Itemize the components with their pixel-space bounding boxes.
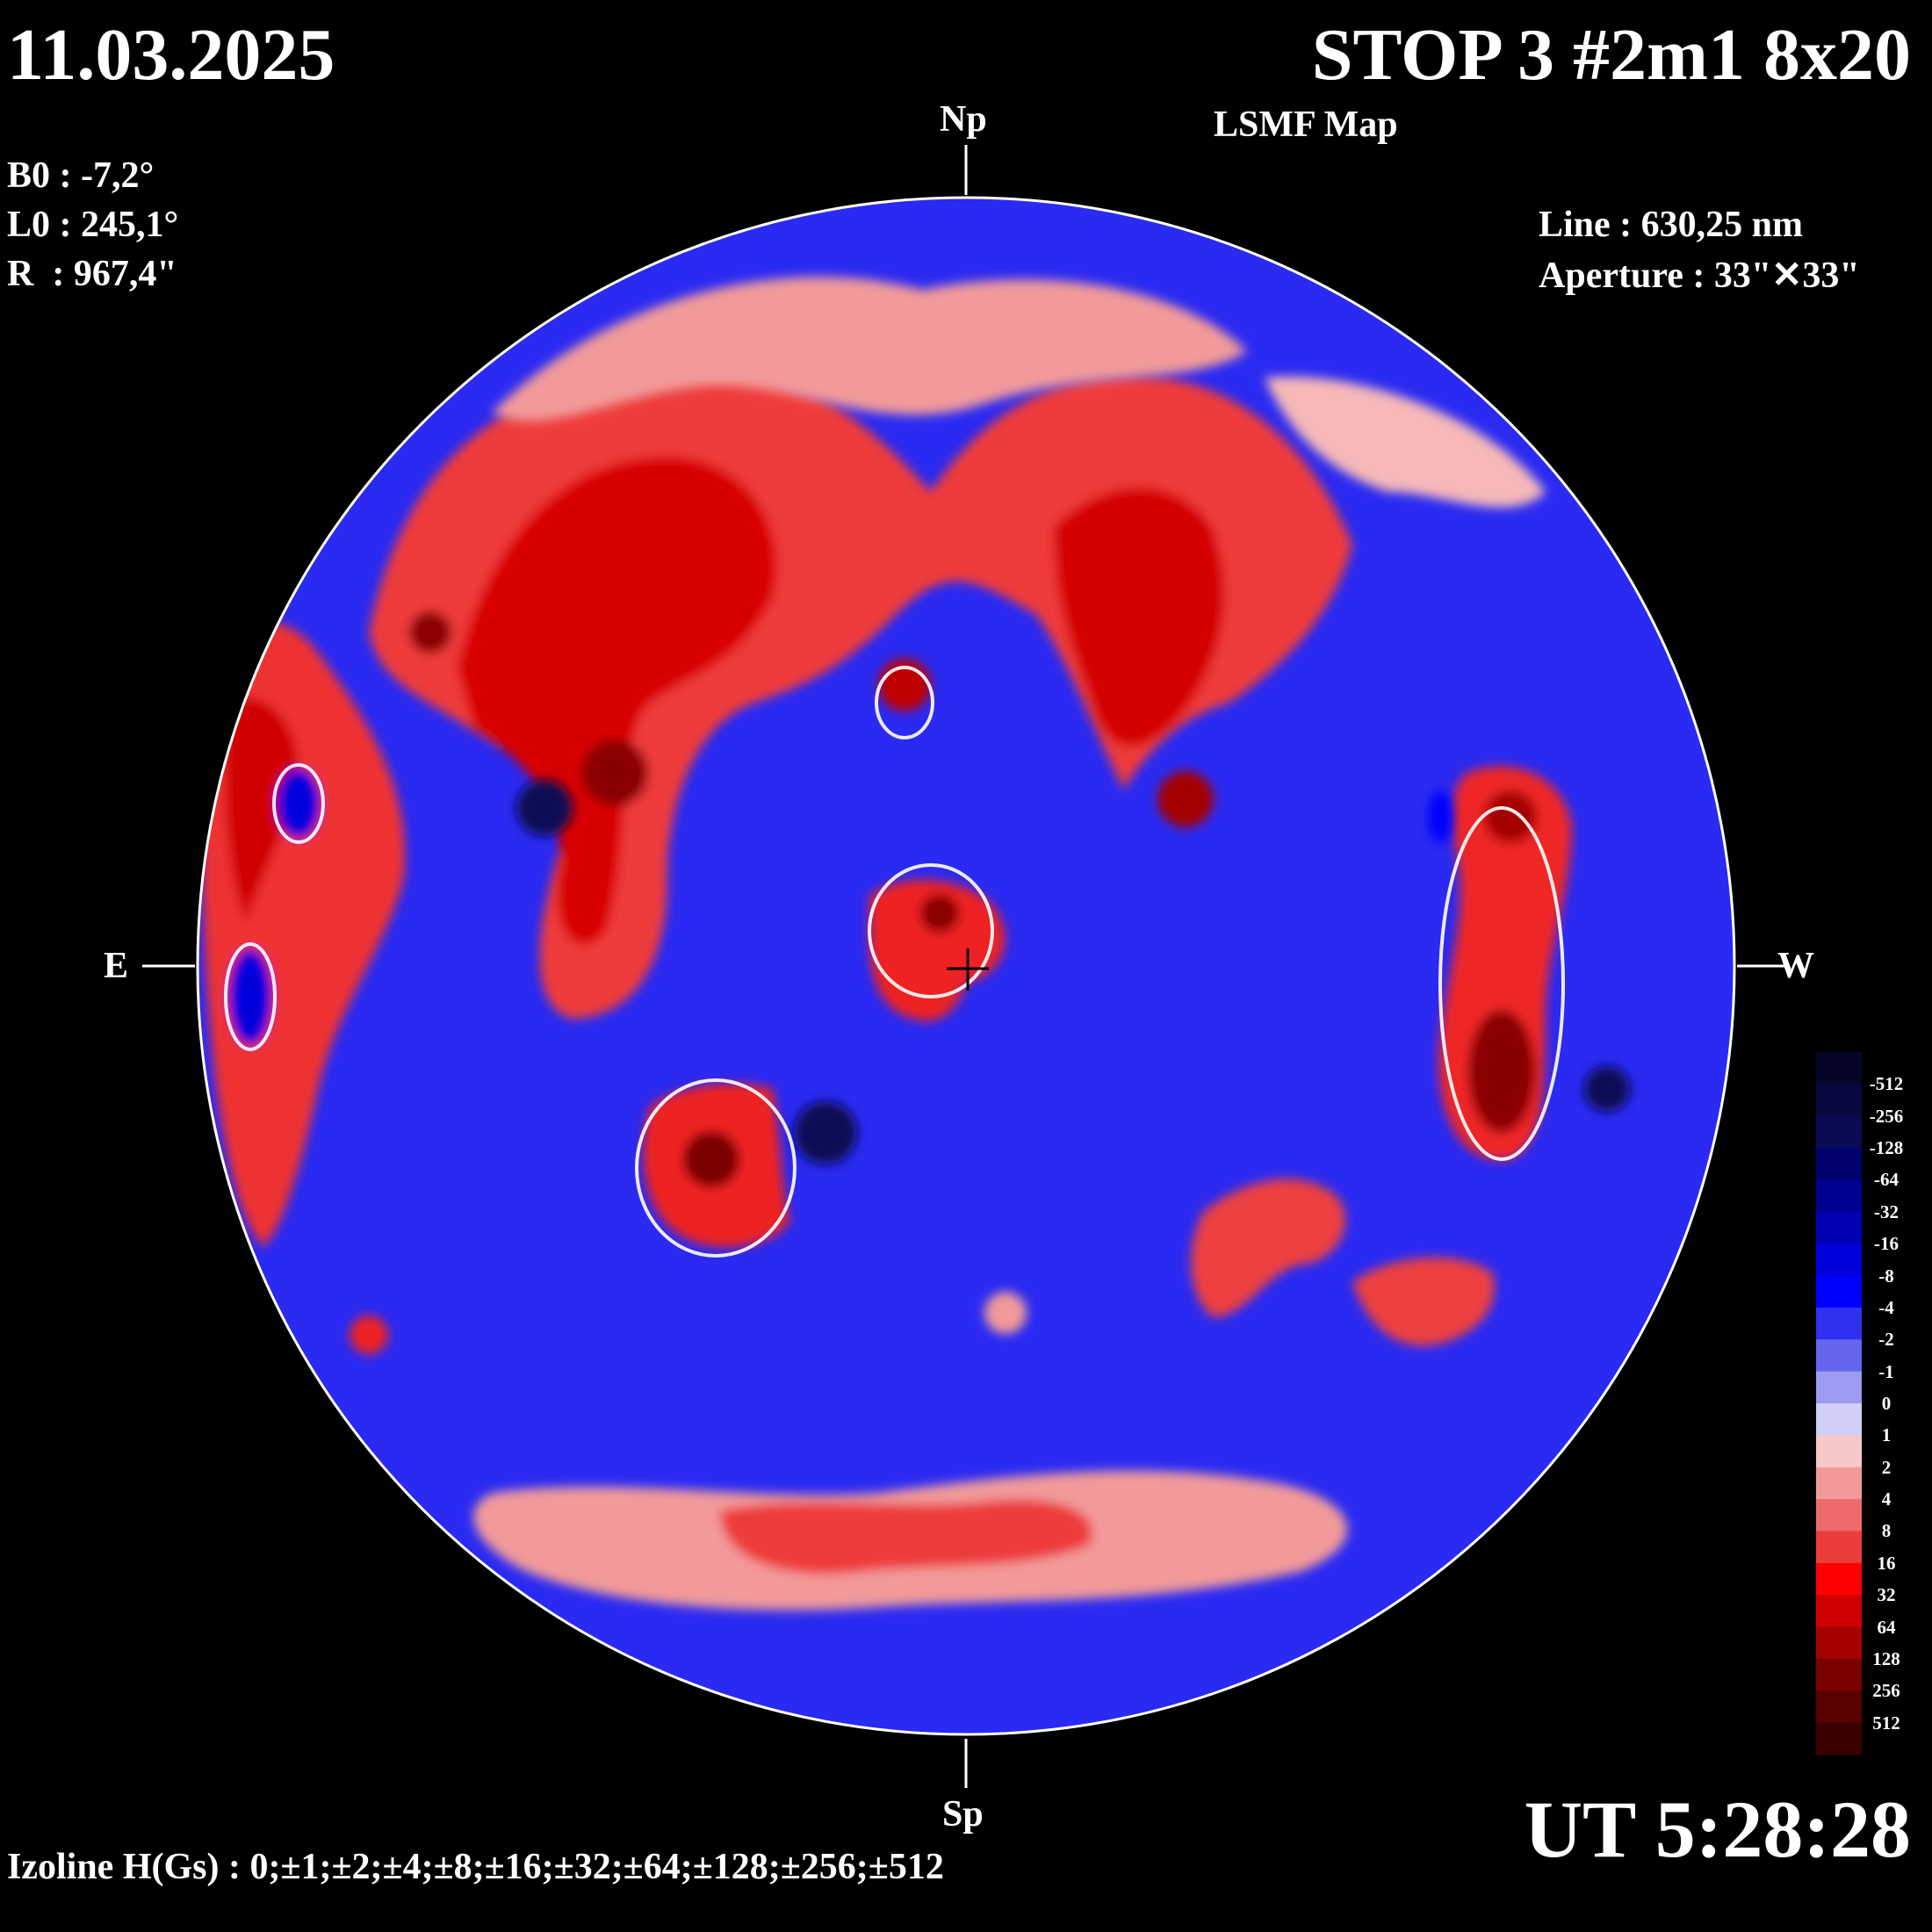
colorbar-swatch (1816, 1562, 1862, 1596)
colorbar-swatch (1816, 1084, 1862, 1117)
colorbar-swatch (1816, 1211, 1862, 1244)
colorbar-swatch (1816, 1052, 1862, 1085)
colorbar-label: -128 (1869, 1137, 1904, 1159)
east-label: E (104, 946, 129, 986)
colorbar-label: 2 (1881, 1456, 1892, 1478)
colorbar-swatch (1816, 1531, 1862, 1564)
colorbar-swatch (1816, 1626, 1862, 1660)
param-r: R : 967,4" (7, 254, 177, 294)
colorbar-swatch (1816, 1722, 1862, 1755)
axis-ticks (142, 145, 1786, 1788)
colorbar-label: 0 (1881, 1393, 1892, 1414)
colorbar-swatch (1816, 1339, 1862, 1373)
colorbar-label: -8 (1878, 1265, 1894, 1287)
colorbar-swatch (1816, 1658, 1862, 1691)
colorbar-label: -64 (1874, 1169, 1899, 1191)
param-l0: L0 : 245,1° (7, 205, 179, 245)
aperture: Aperture : 33"✕33" (1539, 256, 1860, 296)
colorbar-label: -1 (1878, 1360, 1894, 1382)
colorbar-swatch (1816, 1371, 1862, 1404)
colorbar-label: -4 (1878, 1296, 1894, 1318)
colorbar-label: 16 (1877, 1552, 1896, 1574)
colorbar-label: -16 (1874, 1233, 1899, 1255)
colorbar-label: -512 (1869, 1073, 1904, 1095)
colorbar-swatch (1816, 1307, 1862, 1340)
colorbar-swatch (1816, 1179, 1862, 1213)
solar-disk (198, 198, 1734, 1734)
colorbar-label: 32 (1877, 1584, 1896, 1606)
izoline-levels: Izoline H(Gs) : 0;±1;±2;±4;±8;±16;±32;±6… (7, 1847, 944, 1887)
map-title: STOP 3 #2m1 8x20 (1311, 14, 1911, 96)
colorbar-swatch (1816, 1499, 1862, 1532)
west-label: W (1777, 946, 1814, 986)
colorbar (1816, 1052, 1862, 1755)
colorbar-swatch (1816, 1148, 1862, 1180)
colorbar-label: -32 (1874, 1200, 1899, 1222)
colorbar-label: 8 (1881, 1520, 1892, 1542)
colorbar-swatch (1816, 1595, 1862, 1628)
colorbar-swatch (1816, 1690, 1862, 1724)
colorbar-swatch (1816, 1244, 1862, 1277)
colorbar-swatch (1816, 1275, 1862, 1308)
map-subtitle: LSMF Map (1214, 105, 1398, 145)
colorbar-swatch (1816, 1403, 1862, 1436)
colorbar-label: 256 (1872, 1680, 1900, 1702)
colorbar-label: 512 (1872, 1712, 1900, 1734)
spectral-line: Line : 630,25 nm (1539, 205, 1804, 245)
colorbar-label: -2 (1878, 1329, 1894, 1351)
colorbar-label: 4 (1881, 1489, 1892, 1510)
colorbar-label: 128 (1872, 1647, 1900, 1669)
center-cross-icon (947, 948, 989, 991)
colorbar-label: 64 (1877, 1616, 1896, 1638)
colorbar-label: -256 (1869, 1105, 1904, 1127)
observation-date: 11.03.2025 (7, 14, 335, 96)
universal-time: UT 5:28:28 (1524, 1784, 1911, 1874)
south-pole-label: Sp (942, 1794, 984, 1835)
colorbar-swatch (1816, 1467, 1862, 1500)
colorbar-swatch (1816, 1435, 1862, 1468)
param-b0: B0 : -7,2° (7, 155, 155, 196)
colorbar-label: 1 (1881, 1424, 1892, 1446)
north-pole-label: Np (940, 99, 987, 140)
colorbar-swatch (1816, 1115, 1862, 1149)
